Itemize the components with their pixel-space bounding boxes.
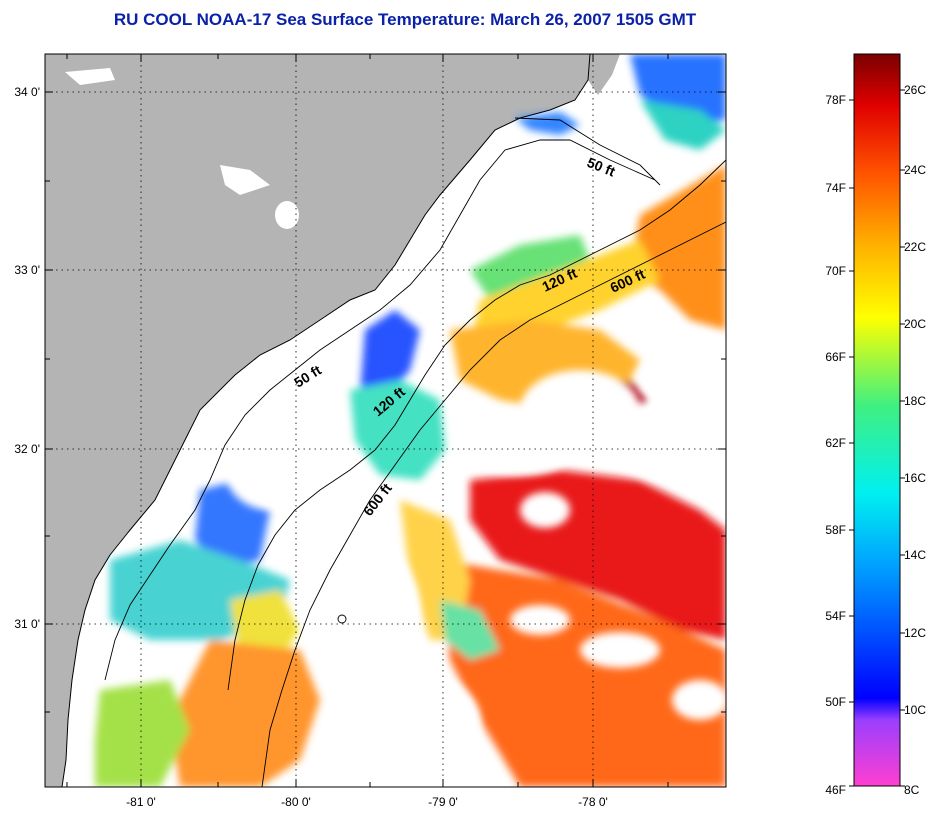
cloud-3 [520, 492, 570, 528]
colorbar-f-label-78: 78F [825, 93, 846, 107]
contour-120ft [227, 159, 726, 691]
colorbar-c-label-8: 8C [904, 783, 920, 797]
cloud-4 [610, 400, 710, 480]
sst-patch-cape [515, 112, 580, 135]
land-cape [588, 54, 620, 95]
contour-50ft [104, 117, 661, 681]
colorbar-c-label-12: 12C [904, 626, 926, 640]
sst-layer [45, 54, 726, 787]
map-title: RU COOL NOAA-17 Sea Surface Temperature:… [113, 10, 697, 29]
axis-ticks [45, 54, 726, 787]
sst-patch-orange-sw [170, 640, 320, 787]
cloud-6 [580, 632, 660, 668]
land-speck-3 [275, 201, 299, 229]
colorbar-f-label-66: 66F [825, 350, 846, 364]
colorbar-c-label-18: 18C [904, 394, 926, 408]
gridlines [45, 54, 726, 787]
colorbar-c-label-26: 26C [904, 83, 926, 97]
land-speck-2 [220, 165, 270, 195]
cloud-11 [225, 430, 315, 510]
colorbar-f-label-50: 50F [825, 695, 846, 709]
sst-patch-green-south [440, 600, 500, 660]
colorbar-f-label-74: 74F [825, 181, 846, 195]
sst-patch-north [630, 54, 726, 125]
colorbar-c-label-16: 16C [904, 471, 926, 485]
sst-patch-north2 [640, 100, 726, 150]
lat-label-33: 33 0' [14, 263, 40, 277]
lat-label-32: 32 0' [14, 442, 40, 456]
cloud-12 [360, 675, 480, 765]
colorbar [853, 53, 901, 787]
coastline [61, 54, 591, 787]
sst-patch-yellow-sw [230, 590, 300, 660]
colorbar-c-label-10: 10C [904, 703, 926, 717]
colorbar-f-label-54: 54F [825, 609, 846, 623]
colorbar-f-label-62: 62F [825, 436, 846, 450]
colorbar-f-label-70: 70F [825, 264, 846, 278]
colorbar-f-label-46: 46F [825, 783, 846, 797]
colorbar-c-label-24: 24C [904, 163, 926, 177]
colorbar-ticks [849, 89, 905, 787]
land-mass [45, 54, 590, 787]
lon-label-78: -78 0' [578, 795, 608, 809]
colorbar-c-label-22: 22C [904, 240, 926, 254]
colorbar-f-label-58: 58F [825, 523, 846, 537]
lon-label-80: -80 0' [281, 795, 311, 809]
cloud-5 [510, 605, 570, 635]
map-border [44, 53, 727, 788]
lat-label-34: 34 0' [14, 85, 40, 99]
sst-patch-green-sw [95, 680, 190, 787]
cloud-10 [640, 350, 720, 410]
contour-600ft [261, 221, 726, 787]
seamount-contour [337, 614, 347, 624]
sst-patch-cyan-west [350, 380, 445, 480]
sst-patch-ne-orange [630, 165, 726, 330]
lon-label-81: -81 0' [126, 795, 156, 809]
lon-label-79: -79 0' [428, 795, 458, 809]
colorbar-c-label-14: 14C [904, 548, 926, 562]
colorbar-c-label-20: 20C [904, 317, 926, 331]
land-speck-1 [65, 68, 115, 85]
lat-label-31: 31 0' [14, 617, 40, 631]
sst-patch-green-band [470, 235, 590, 300]
cloud-7 [672, 680, 726, 720]
cloud-2 [465, 425, 575, 475]
sst-patch-blue-west [360, 310, 420, 400]
